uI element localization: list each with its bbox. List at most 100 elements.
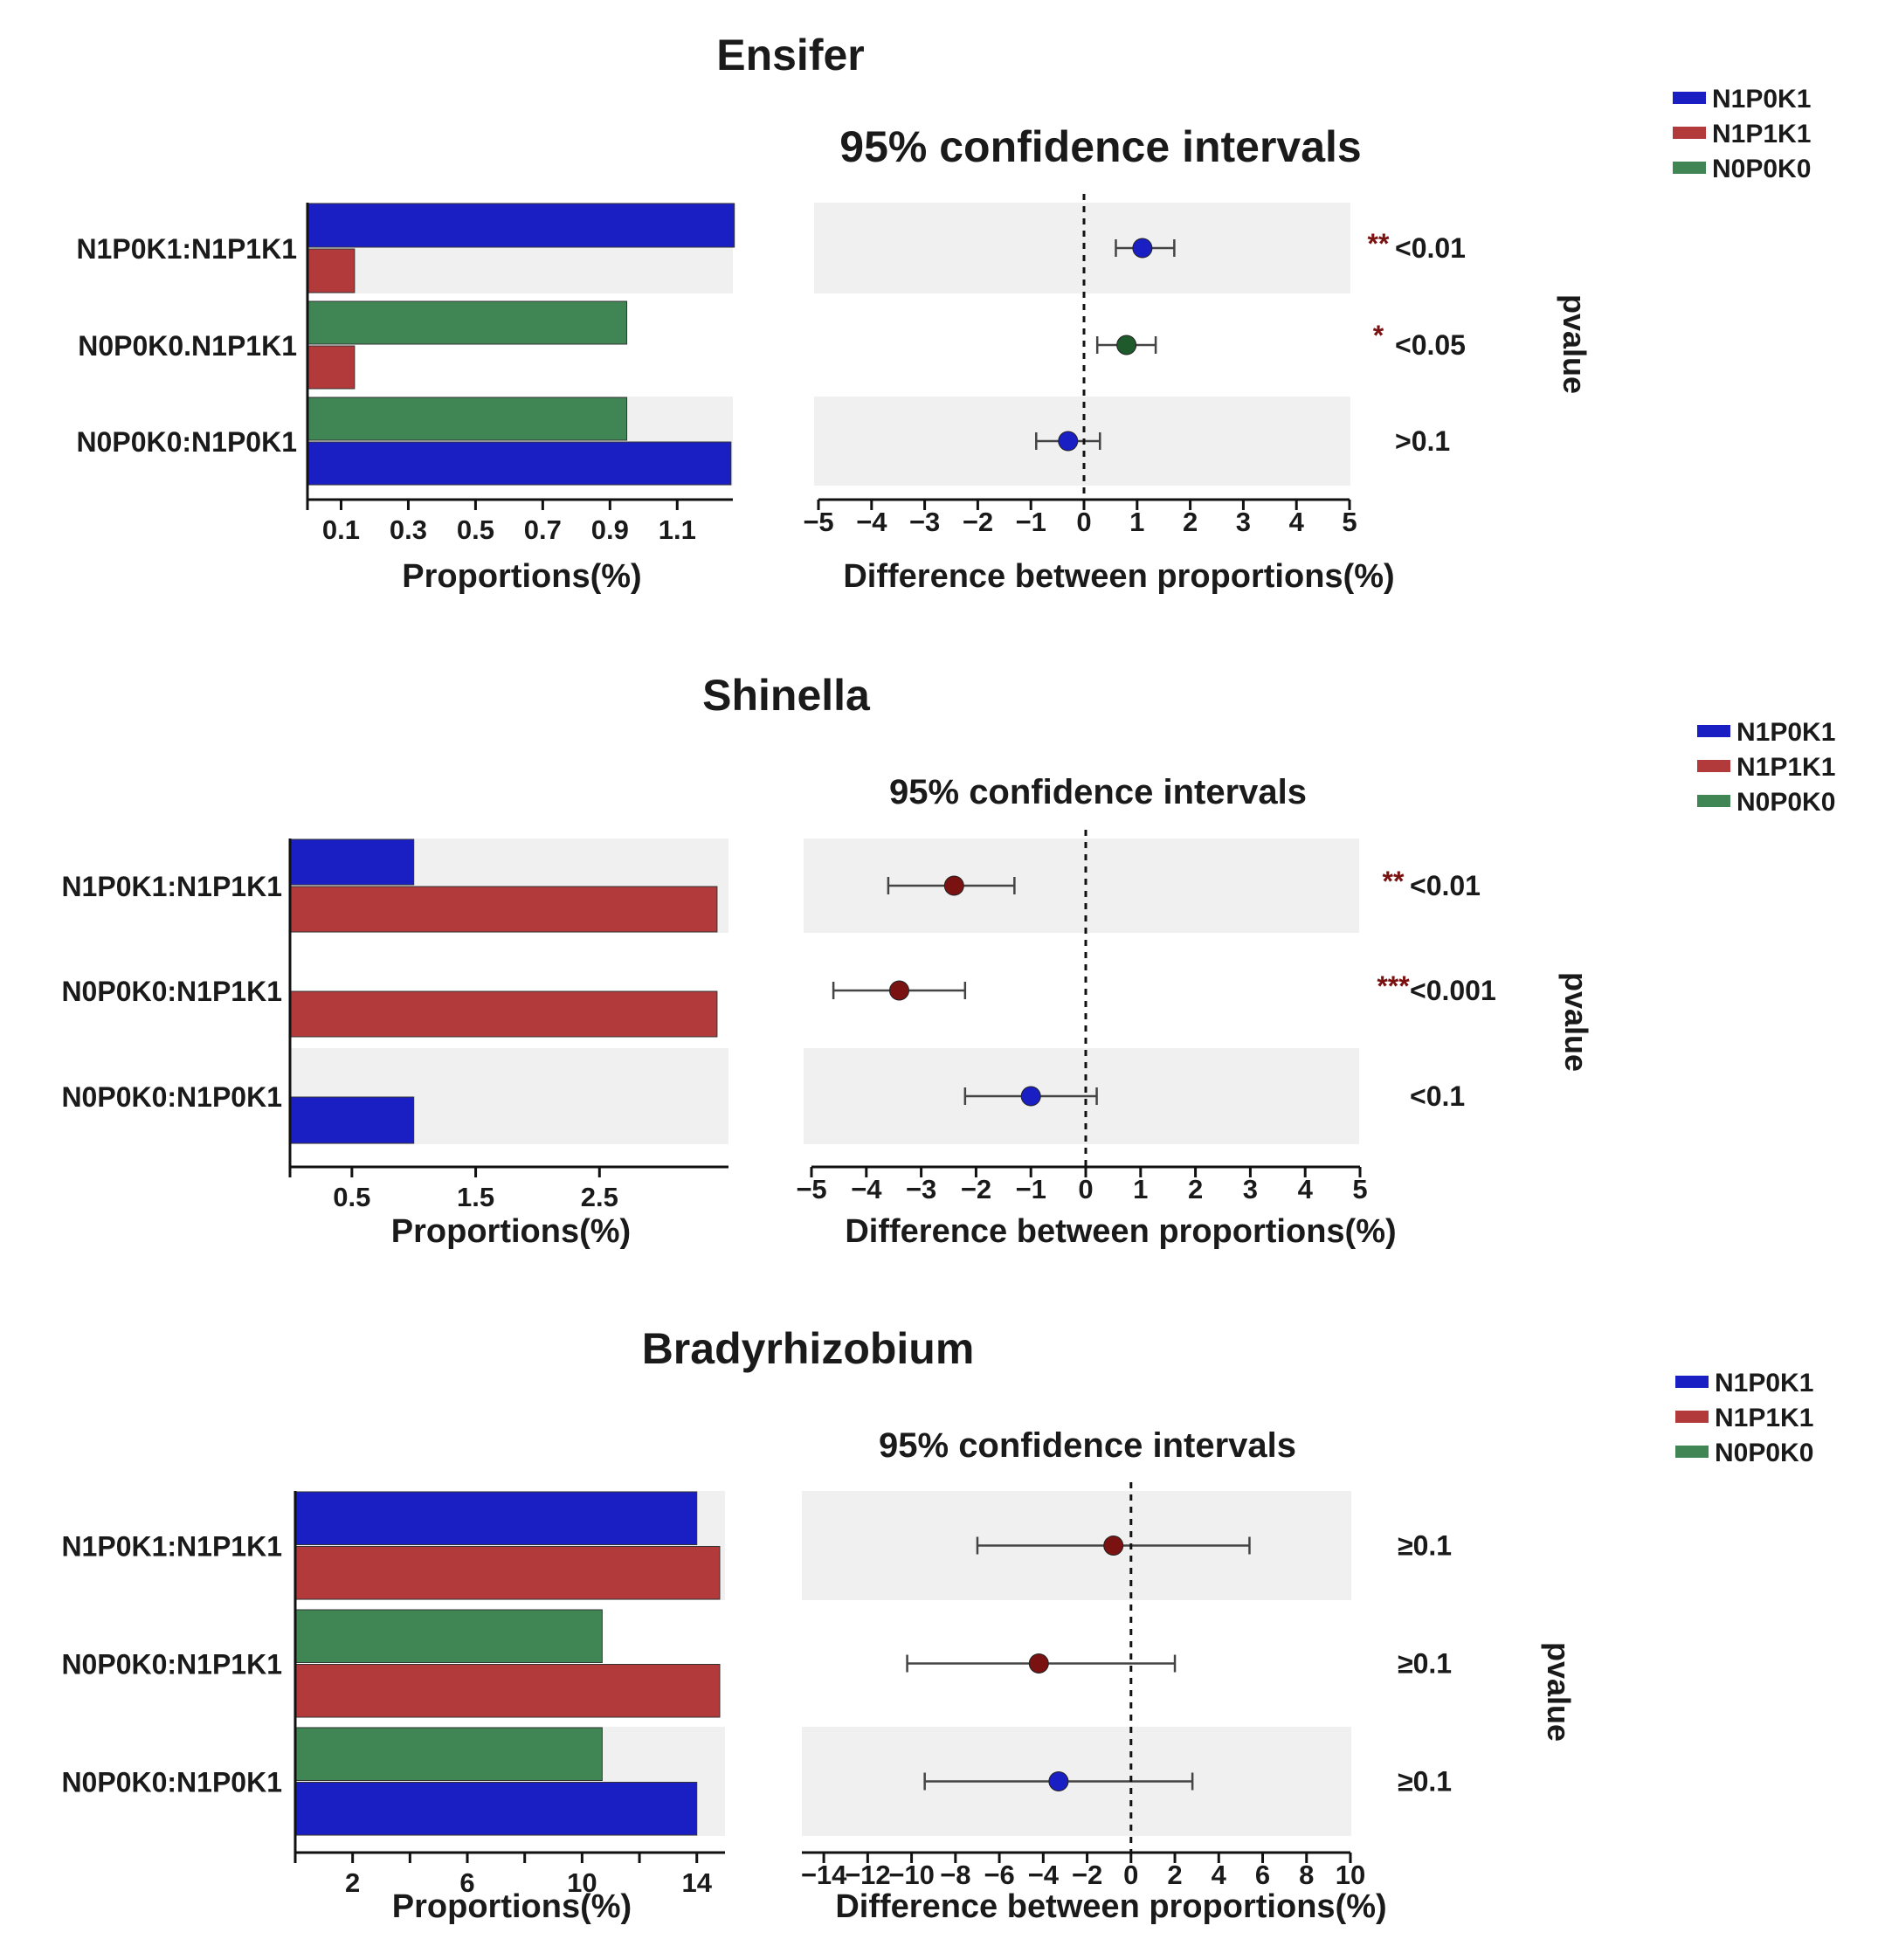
bar-x-tick-label: 0.5 xyxy=(333,1182,370,1212)
bar-x-tick-label: 0.7 xyxy=(524,514,562,545)
ci-x-tick-label: −2 xyxy=(1072,1860,1102,1890)
ci-x-tick-label: −3 xyxy=(906,1174,936,1204)
ci-title: 95% confidence intervals xyxy=(889,773,1307,811)
legend-swatch xyxy=(1673,162,1706,174)
bar-n1p1k1 xyxy=(307,345,356,390)
ci-x-tick-label: 5 xyxy=(1342,507,1357,537)
panel-title: Ensifer xyxy=(716,31,865,79)
row-label: N0P0K0:N1P1K1 xyxy=(61,1649,282,1680)
bar-x-tick-label: 10 xyxy=(567,1867,597,1898)
bar-n1p0k1 xyxy=(294,1782,698,1836)
bar-x-axis-title: Proportions(%) xyxy=(402,558,641,595)
legend-swatch xyxy=(1697,760,1730,772)
legend-swatch xyxy=(1697,725,1730,737)
legend-label: N1P0K1 xyxy=(1736,718,1835,747)
p-value: ≥0.1 xyxy=(1398,1766,1452,1798)
ci-title: 95% confidence intervals xyxy=(879,1426,1296,1465)
ci-x-axis-title: Difference between proportions(%) xyxy=(843,558,1394,595)
ci-x-tick-label: 1 xyxy=(1129,507,1144,537)
ci-x-tick-label: 0 xyxy=(1078,1174,1093,1204)
significance-stars: ** xyxy=(1368,228,1390,259)
ci-x-tick-label: 3 xyxy=(1243,1174,1258,1204)
bar-x-tick-label: 0.5 xyxy=(457,514,494,545)
ci-point xyxy=(943,875,964,896)
ci-x-axis-title: Difference between proportions(%) xyxy=(845,1213,1396,1250)
bar-x-tick-label: 6 xyxy=(459,1867,474,1898)
p-value: <0.05 xyxy=(1395,329,1466,361)
ci-x-tick-label: −6 xyxy=(984,1860,1014,1890)
ci-x-tick-label: 8 xyxy=(1299,1860,1314,1890)
legend-label: N0P0K0 xyxy=(1712,155,1811,183)
pvalue-label: pvalue xyxy=(1557,294,1592,394)
p-value: <0.01 xyxy=(1410,870,1481,901)
ci-x-tick-label: 1 xyxy=(1133,1174,1148,1204)
panel-title: Bradyrhizobium xyxy=(642,1324,975,1373)
bar-n1p1k1 xyxy=(289,886,718,933)
p-value: <0.001 xyxy=(1410,975,1496,1006)
ci-x-axis-title: Difference between proportions(%) xyxy=(835,1888,1386,1925)
ci-x-tick-label: −3 xyxy=(909,507,940,537)
ci-x-tick-label: 2 xyxy=(1183,507,1198,537)
bar-n1p0k1 xyxy=(289,1096,415,1144)
ci-x-tick-label: 5 xyxy=(1352,1174,1367,1204)
bar-x-tick-label: 0.9 xyxy=(591,514,629,545)
legend: N1P0K1 N1P1K1 N0P0K0 xyxy=(1697,718,1835,817)
ci-point xyxy=(1020,1086,1041,1107)
bar-n1p1k1 xyxy=(294,1546,721,1600)
bar-x-tick-label: 2 xyxy=(345,1867,360,1898)
bar-x-tick-label: 2.5 xyxy=(581,1182,618,1212)
ci-x-tick-label: −14 xyxy=(801,1860,847,1890)
ci-x-tick-label: −8 xyxy=(940,1860,970,1890)
legend-label: N1P1K1 xyxy=(1712,120,1811,148)
ci-x-tick-label: −5 xyxy=(803,507,833,537)
bar-n0p0k0 xyxy=(307,397,628,441)
row-label: N0P0K0:N1P1K1 xyxy=(61,976,282,1007)
ci-x-tick-label: −5 xyxy=(796,1174,826,1204)
row-label: N0P0K0:N1P0K1 xyxy=(76,426,297,458)
ci-x-tick-label: 4 xyxy=(1289,507,1305,537)
ci-x-tick-label: −10 xyxy=(888,1860,935,1890)
legend-label: N1P0K1 xyxy=(1712,85,1811,114)
ci-x-tick-label: −4 xyxy=(1028,1860,1060,1890)
bar-x-axis-title: Proportions(%) xyxy=(391,1213,631,1250)
ci-x-tick-label: −1 xyxy=(1016,507,1046,537)
bar-n1p1k1 xyxy=(294,1664,721,1718)
bar-n1p1k1 xyxy=(289,990,718,1038)
bar-x-tick-label: 1.5 xyxy=(457,1182,494,1212)
row-label: N0P0K0:N1P0K1 xyxy=(61,1767,282,1798)
ci-x-tick-label: −1 xyxy=(1016,1174,1046,1204)
pvalue-label: pvalue xyxy=(1541,1642,1577,1742)
ci-x-tick-label: −2 xyxy=(963,507,993,537)
ci-x-tick-label: 0 xyxy=(1076,507,1091,537)
pvalue-label: pvalue xyxy=(1558,972,1594,1072)
legend-swatch xyxy=(1697,795,1730,807)
legend-swatch xyxy=(1675,1376,1709,1388)
legend: N1P0K1 N1P1K1 N0P0K0 xyxy=(1673,85,1811,183)
ci-point xyxy=(1048,1771,1069,1791)
significance-stars: * xyxy=(1373,320,1384,351)
legend-label: N0P0K0 xyxy=(1736,788,1835,817)
legend-label: N0P0K0 xyxy=(1715,1439,1813,1467)
ci-x-tick-label: 2 xyxy=(1167,1860,1182,1890)
legend-swatch xyxy=(1675,1446,1709,1458)
ci-x-tick-label: −4 xyxy=(851,1174,882,1204)
ci-x-tick-label: 2 xyxy=(1188,1174,1203,1204)
row-label: N1P0K1:N1P1K1 xyxy=(61,871,282,902)
ci-x-tick-label: 0 xyxy=(1123,1860,1138,1890)
p-value: >0.1 xyxy=(1395,425,1450,457)
ci-x-tick-label: −4 xyxy=(856,507,887,537)
bar-n1p0k1 xyxy=(289,839,415,886)
legend-swatch xyxy=(1673,92,1706,104)
ci-x-tick-label: −2 xyxy=(961,1174,991,1204)
ci-point xyxy=(1132,238,1153,259)
p-value: <0.1 xyxy=(1410,1080,1465,1112)
panel-title: Shinella xyxy=(702,671,871,720)
significance-stars: ** xyxy=(1383,866,1405,897)
ci-point xyxy=(1103,1536,1124,1556)
bar-n1p1k1 xyxy=(307,248,356,293)
bar-n1p0k1 xyxy=(307,441,732,486)
bar-n0p0k0 xyxy=(294,1727,603,1781)
